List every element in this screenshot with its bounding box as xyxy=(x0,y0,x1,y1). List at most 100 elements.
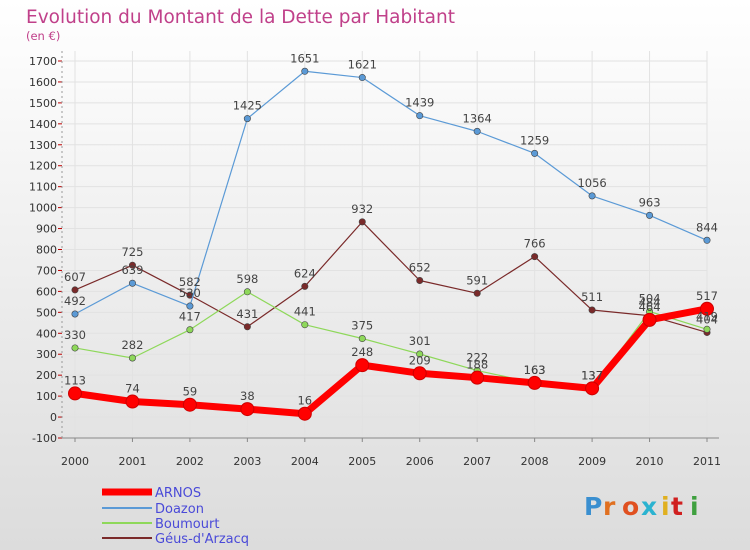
series-line-g-us-d-arzacq xyxy=(74,221,708,334)
data-label: 582 xyxy=(179,275,201,289)
y-tick-label: 500 xyxy=(36,306,57,319)
y-tick-label: 1600 xyxy=(29,76,57,89)
x-tick-label: 2007 xyxy=(463,455,491,468)
data-point xyxy=(527,375,542,390)
data-label: 591 xyxy=(466,273,488,287)
legend-label: Boumourt xyxy=(155,517,219,532)
y-tick-label: 1500 xyxy=(29,97,57,110)
data-label: 464 xyxy=(639,300,661,314)
data-point xyxy=(68,386,82,401)
data-point xyxy=(355,358,370,373)
logo-letter: x xyxy=(641,492,657,521)
data-point xyxy=(128,279,136,287)
x-tick-label: 2006 xyxy=(406,455,434,468)
data-point xyxy=(588,306,596,314)
data-label: 1651 xyxy=(290,51,319,65)
legend-label: ARNOS xyxy=(155,486,201,501)
logo-letter: t xyxy=(671,492,683,521)
logo-letter: i xyxy=(690,492,699,521)
data-label: 530 xyxy=(179,286,201,300)
data-point xyxy=(531,149,539,157)
data-label: 404 xyxy=(696,312,718,326)
data-point xyxy=(186,326,194,334)
data-point xyxy=(301,321,309,329)
data-label: 725 xyxy=(121,245,143,259)
data-label: 209 xyxy=(409,353,431,367)
data-label: 16 xyxy=(297,394,312,408)
data-label: 963 xyxy=(639,195,661,209)
series-line-arnos xyxy=(71,305,711,418)
data-point xyxy=(243,323,251,331)
y-tick-label: 900 xyxy=(36,223,57,236)
x-tick-label: 2002 xyxy=(176,455,204,468)
logo-letter: r xyxy=(603,492,616,521)
y-tick-label: 0 xyxy=(50,411,57,424)
x-tick-label: 2005 xyxy=(348,455,376,468)
data-point xyxy=(416,276,424,284)
data-label: 282 xyxy=(121,338,143,352)
data-label: 74 xyxy=(125,382,140,396)
data-point xyxy=(358,74,366,82)
data-point xyxy=(473,289,481,297)
chart-subtitle: (en €) xyxy=(26,29,60,43)
data-label: 504 xyxy=(639,291,661,305)
y-tick-label: -100 xyxy=(32,432,57,445)
data-label: 38 xyxy=(240,389,255,403)
data-point xyxy=(301,282,309,290)
x-tick-label: 2003 xyxy=(233,455,261,468)
data-point xyxy=(297,406,312,421)
data-label: 188 xyxy=(466,358,488,372)
data-label: 932 xyxy=(351,202,373,216)
data-label: 137 xyxy=(581,368,603,382)
y-tick-label: 1000 xyxy=(29,202,57,215)
data-point xyxy=(588,192,596,200)
data-point xyxy=(71,286,79,294)
data-point xyxy=(243,288,251,296)
y-tick-label: 1700 xyxy=(29,55,57,68)
data-point xyxy=(470,370,485,385)
data-point xyxy=(412,366,427,381)
data-label: 652 xyxy=(409,260,431,274)
y-tick-label: 700 xyxy=(36,264,57,277)
data-label: 492 xyxy=(64,294,86,308)
data-label: 441 xyxy=(294,305,316,319)
data-point xyxy=(128,261,136,269)
data-label: 1056 xyxy=(577,176,606,190)
data-label: 301 xyxy=(409,334,431,348)
x-tick-label: 2004 xyxy=(291,455,319,468)
x-tick-label: 2001 xyxy=(118,455,146,468)
data-label: 330 xyxy=(64,328,86,342)
x-tick-label: 2010 xyxy=(636,455,664,468)
y-tick-label: 600 xyxy=(36,285,57,298)
data-point xyxy=(301,67,309,75)
data-point xyxy=(186,302,194,310)
data-label: 517 xyxy=(696,289,718,303)
data-point xyxy=(646,211,654,219)
logo-letter: i xyxy=(661,492,670,521)
data-label: 137 xyxy=(581,368,603,382)
data-label: 59 xyxy=(183,385,198,399)
y-tick-label: 1100 xyxy=(29,181,57,194)
logo-letter: P xyxy=(584,492,602,521)
data-point xyxy=(585,381,600,396)
series-line-doazon xyxy=(74,70,708,315)
data-label: 598 xyxy=(236,272,258,286)
data-point xyxy=(703,236,711,244)
data-label: 511 xyxy=(581,290,603,304)
data-label: 431 xyxy=(236,307,258,321)
y-tick-label: 1300 xyxy=(29,139,57,152)
data-label: 113 xyxy=(64,373,86,387)
data-point xyxy=(473,127,481,135)
data-label: 375 xyxy=(351,319,373,333)
data-label: 1259 xyxy=(520,133,549,147)
data-label: 417 xyxy=(179,310,201,324)
data-label: 1425 xyxy=(233,99,262,113)
chart-title: Evolution du Montant de la Dette par Hab… xyxy=(26,7,455,28)
x-tick-label: 2009 xyxy=(578,455,606,468)
data-point xyxy=(642,312,657,327)
data-point xyxy=(700,301,714,316)
